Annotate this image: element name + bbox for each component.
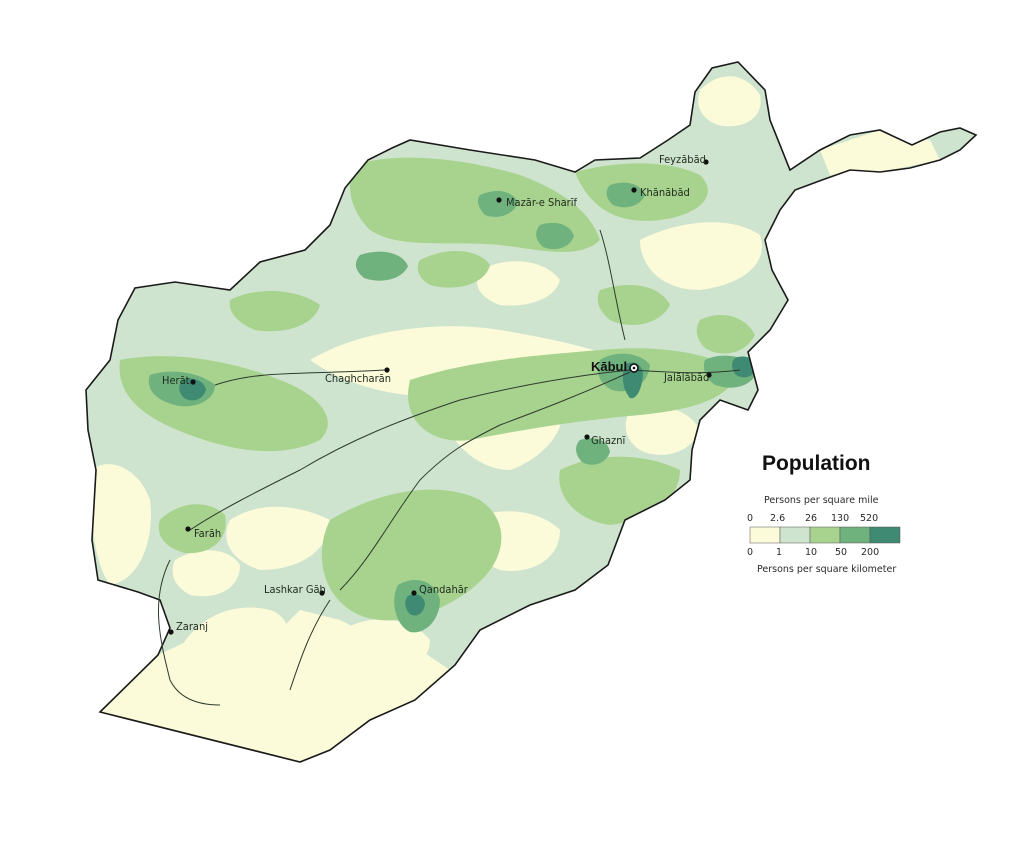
city-dot-icon xyxy=(496,197,502,203)
legend-top-tick: 520 xyxy=(860,513,878,524)
city-label-jalalabad: Jalālābād xyxy=(663,371,709,384)
legend-swatch-class-2 xyxy=(779,526,811,544)
legend: Population Persons per square mile 0 2.6… xyxy=(747,452,901,575)
legend-top-label: Persons per square mile xyxy=(764,495,879,506)
city-lashkar-gah: Lashkar Gāh xyxy=(264,583,326,596)
city-khanabad: Khānābād xyxy=(631,186,690,199)
city-label-mazar-e-sharif: Mazār-e Sharīf xyxy=(506,196,577,209)
city-label-zaranj: Zaranj xyxy=(176,620,208,633)
city-label-farah: Farāh xyxy=(194,527,221,540)
city-qandahar: Qandahār xyxy=(411,583,469,596)
city-mazar-e-sharif: Mazār-e Sharīf xyxy=(496,196,577,209)
legend-swatches xyxy=(749,526,901,544)
city-feyzabad: Feyzābād xyxy=(659,153,709,166)
density-class-3 xyxy=(119,157,755,621)
city-ghazni: Ghaznī xyxy=(584,434,625,447)
city-zaranj: Zaranj xyxy=(168,620,208,635)
legend-swatch-class-1 xyxy=(749,526,781,544)
road-network xyxy=(157,229,741,706)
legend-top-tick: 0 xyxy=(747,513,753,524)
city-label-lashkar-gah: Lashkar Gāh xyxy=(264,583,326,596)
city-jalalabad: Jalālābād xyxy=(663,371,712,384)
city-label-kabul: Kābul xyxy=(591,359,627,374)
legend-bottom-tick: 200 xyxy=(861,547,879,558)
capital-symbol-center xyxy=(632,366,636,370)
city-dot-icon xyxy=(703,159,709,165)
legend-bottom-tick: 10 xyxy=(805,547,817,558)
city-dot-icon xyxy=(584,434,590,440)
city-dot-icon xyxy=(168,629,174,635)
city-dot-icon xyxy=(319,590,325,596)
legend-bottom-tick: 0 xyxy=(747,547,753,558)
legend-bottom-label: Persons per square kilometer xyxy=(757,564,896,575)
city-label-qandahar: Qandahār xyxy=(419,583,469,596)
legend-top-tick: 130 xyxy=(831,513,849,524)
legend-title: Population xyxy=(762,452,871,475)
city-dot-icon xyxy=(384,367,390,373)
city-farah: Farāh xyxy=(185,526,221,540)
legend-swatch-class-3 xyxy=(809,526,841,544)
city-herat: Herāt xyxy=(162,374,196,387)
city-dot-icon xyxy=(631,187,637,193)
density-layer xyxy=(86,62,976,762)
legend-bottom-tick: 1 xyxy=(776,547,782,558)
city-layer: Feyzābād Khānābād Mazār-e Sharīf Herāt C… xyxy=(162,153,712,635)
city-label-herat: Herāt xyxy=(162,374,190,387)
city-label-ghazni: Ghaznī xyxy=(591,434,625,447)
city-label-chaghcharan: Chaghcharān xyxy=(325,372,391,385)
city-label-feyzabad: Feyzābād xyxy=(659,153,706,166)
city-dot-icon xyxy=(190,379,196,385)
city-dot-icon xyxy=(706,372,712,378)
city-kabul: Kābul xyxy=(591,359,639,374)
city-dot-icon xyxy=(411,590,417,596)
city-chaghcharan: Chaghcharān xyxy=(325,367,391,385)
city-dot-icon xyxy=(185,526,191,532)
legend-top-tick: 2.6 xyxy=(770,513,785,524)
legend-swatch-class-4 xyxy=(839,526,871,544)
legend-bottom-tick: 50 xyxy=(835,547,847,558)
legend-top-tick: 26 xyxy=(805,513,817,524)
legend-swatch-class-5 xyxy=(869,526,901,544)
country-border xyxy=(85,61,978,763)
city-label-khanabad: Khānābād xyxy=(640,186,690,199)
